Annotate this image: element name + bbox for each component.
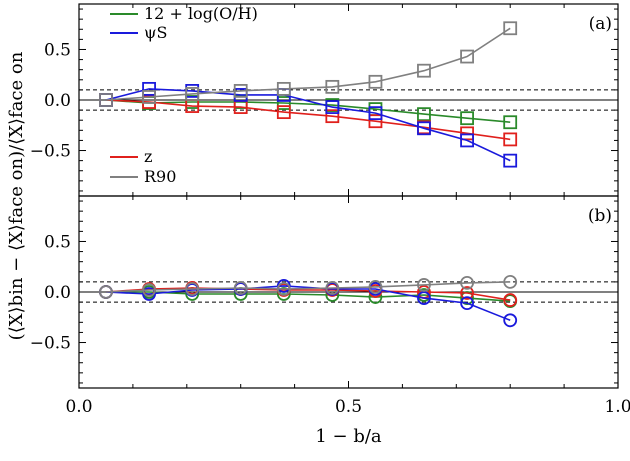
panel-b-point-r90-1 bbox=[142, 283, 156, 297]
panel-b-ytick-label: 0.0 bbox=[44, 283, 71, 303]
y-axis-title: (⟨X⟩bin − ⟨X⟩face on)/⟨X⟩face on bbox=[6, 51, 27, 340]
panel-a-point-r90-0 bbox=[99, 93, 113, 107]
panel-a-point-r90-1 bbox=[142, 90, 156, 104]
panel-b-point-12-log-o-h-4 bbox=[276, 287, 291, 301]
panel-a-point-r90-5 bbox=[325, 79, 340, 94]
panel-b-point-r90-2 bbox=[185, 282, 200, 296]
panel-a-series-line-12-log-o-h bbox=[105, 99, 511, 123]
panel-a-point-z-5 bbox=[325, 109, 340, 124]
x-axis-title: 1 − b/a bbox=[315, 426, 382, 447]
panel-a-ytick-label: 0.0 bbox=[44, 91, 71, 111]
panel-b-point-r90-5 bbox=[325, 281, 340, 295]
panel-a-point-z-9 bbox=[503, 132, 518, 147]
panel-a-point-12-log-o-h-4 bbox=[276, 96, 291, 110]
panel-a-point-12-log-o-h-9 bbox=[503, 115, 518, 130]
legend-label-z: z bbox=[144, 147, 152, 166]
legend-label-r90: R90 bbox=[144, 167, 176, 186]
panel-b-point-r90-3 bbox=[233, 281, 248, 295]
panel-a-series-line-s bbox=[105, 88, 511, 162]
legend-label-12-log-o-h: 12 + log(O/H) bbox=[144, 4, 258, 23]
panel-a-point-z-8 bbox=[460, 126, 474, 141]
panel-a-point-12-log-o-h-7 bbox=[417, 107, 431, 122]
panel-b-series-line-r90 bbox=[105, 281, 511, 293]
panel-a-point-s-9 bbox=[503, 153, 518, 168]
panel-b-point-s-8 bbox=[460, 296, 474, 311]
panel-b-ytick-label: −0.5 bbox=[30, 334, 71, 354]
panel-a-series-line-z bbox=[105, 99, 511, 141]
panel-a-point-r90-6 bbox=[368, 74, 383, 89]
panel-b-point-r90-9 bbox=[503, 274, 518, 289]
panel-b-series-line-12-log-o-h bbox=[106, 291, 511, 302]
panel-a-point-s-8 bbox=[460, 133, 474, 148]
panel-a-point-s-6 bbox=[368, 106, 383, 121]
panel-b-point-s-1 bbox=[142, 287, 156, 301]
panel-a-point-r90-8 bbox=[460, 49, 474, 64]
legend-label-s: ψS bbox=[144, 23, 168, 42]
panel-b-point-s-9 bbox=[503, 313, 518, 328]
panel-a-point-s-7 bbox=[417, 121, 431, 136]
panel-b-point-z-9 bbox=[503, 293, 518, 307]
xtick-label: 0.0 bbox=[65, 397, 92, 417]
xtick-label: 0.5 bbox=[335, 397, 362, 417]
panel-b-point-r90-0 bbox=[99, 285, 113, 299]
panel-a-point-r90-9 bbox=[503, 21, 518, 36]
panel-a-series-line-r90 bbox=[105, 27, 511, 101]
panel-b-point-12-log-o-h-8 bbox=[460, 291, 474, 305]
panel-b-point-r90-7 bbox=[417, 278, 431, 292]
panel-a-point-12-log-o-h-8 bbox=[460, 111, 474, 126]
panel-a-ytick-label: −0.5 bbox=[30, 142, 71, 162]
panel-b-series-line-z bbox=[105, 287, 511, 301]
panel-a-label: (a) bbox=[589, 14, 612, 34]
panel-a-point-z-4 bbox=[276, 105, 291, 120]
panel-a-point-s-5 bbox=[325, 100, 340, 114]
panel-a-point-z-6 bbox=[368, 114, 383, 129]
panel-a-point-r90-4 bbox=[276, 81, 291, 96]
panel-b-series-line-s bbox=[105, 285, 511, 322]
panel-b-point-r90-8 bbox=[460, 276, 474, 290]
panel-a-point-r90-7 bbox=[417, 63, 431, 78]
xtick-label: 1.0 bbox=[604, 397, 630, 417]
panel-b-point-s-7 bbox=[417, 291, 431, 305]
panel-a-point-s-1 bbox=[142, 81, 156, 96]
panel-a-ytick-label: 0.5 bbox=[44, 40, 71, 60]
panel-b-ytick-label: 0.5 bbox=[44, 232, 71, 252]
panel-a-point-r90-3 bbox=[233, 84, 248, 98]
panel-b-point-r90-6 bbox=[368, 280, 383, 294]
panel-b-point-r90-4 bbox=[276, 282, 291, 296]
panel-a-point-r90-2 bbox=[185, 87, 200, 101]
panel-b-label: (b) bbox=[588, 206, 612, 226]
panel-b-point-z-8 bbox=[460, 286, 474, 300]
